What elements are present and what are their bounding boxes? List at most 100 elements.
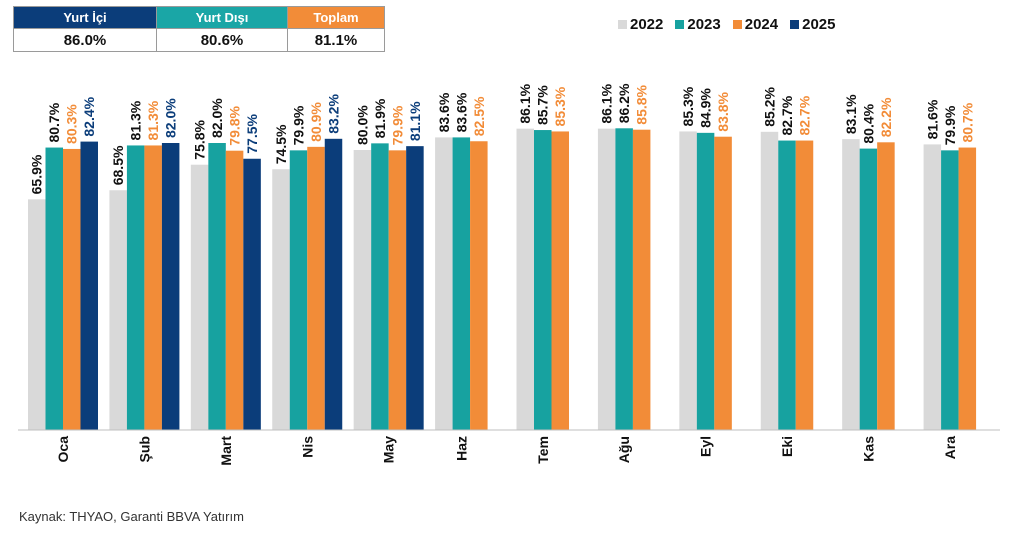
data-label-2022-Tem: 86.1% <box>517 83 533 123</box>
data-label-2022-Nis: 74.5% <box>273 124 289 164</box>
bar-2024-Mart <box>225 150 244 430</box>
data-label-2024-Şub: 81.3% <box>145 100 161 140</box>
data-label-2023-Oca: 80.7% <box>46 102 62 142</box>
bar-2023-May <box>371 143 389 430</box>
legend-label-2023: 2023 <box>687 16 721 33</box>
bar-2022-Şub <box>109 190 127 430</box>
chart-legend: 2022 2023 2024 2025 <box>618 16 836 33</box>
bar-2022-May <box>353 150 372 430</box>
bar-2022-Ara <box>923 144 942 430</box>
bar-2022-Ağu <box>597 128 616 430</box>
data-label-2024-May: 79.9% <box>389 105 405 145</box>
bar-2023-Haz <box>452 137 471 430</box>
bar-2023-Tem <box>534 130 552 431</box>
data-label-2024-Haz: 82.5% <box>471 96 487 136</box>
legend-item-2024: 2024 <box>732 16 779 33</box>
data-label-2023-Tem: 85.7% <box>535 85 551 125</box>
data-label-2022-Şub: 68.5% <box>110 145 126 185</box>
bar-2024-Eyl <box>714 136 732 430</box>
data-label-2024-Kas: 82.2% <box>878 97 894 137</box>
data-label-2023-Haz: 83.6% <box>453 92 469 132</box>
bar-2022-Haz <box>435 137 453 430</box>
data-label-2022-Oca: 65.9% <box>29 154 45 194</box>
category-label-Ara: Ara <box>942 436 958 460</box>
data-label-2024-Oca: 80.3% <box>64 104 80 144</box>
bar-2025-Mart <box>243 158 261 430</box>
legend-item-2023: 2023 <box>675 16 721 33</box>
category-label-Tem: Tem <box>535 436 551 464</box>
bar-2022-Nis <box>272 169 290 430</box>
bar-2025-May <box>406 146 424 430</box>
data-label-2024-Eki: 82.7% <box>797 95 813 135</box>
data-label-2024-Ağu: 85.8% <box>634 84 650 124</box>
category-label-Kas: Kas <box>860 436 876 462</box>
data-label-2025-Şub: 82.0% <box>163 98 179 138</box>
bar-2024-Ara <box>958 147 977 431</box>
bar-2025-Şub <box>161 143 180 430</box>
data-label-2024-Eyl: 83.8% <box>715 91 731 131</box>
data-label-2023-Eyl: 84.9% <box>698 88 714 128</box>
bar-2024-Ağu <box>632 129 651 430</box>
bar-2023-Ağu <box>615 128 633 431</box>
legend-swatch-2024 <box>732 20 742 29</box>
bar-2023-Nis <box>289 150 308 430</box>
bar-2025-Oca <box>80 141 98 430</box>
data-label-2025-Mart: 77.5% <box>244 114 260 154</box>
bar-2025-Nis <box>324 138 343 431</box>
bar-2024-Kas <box>877 142 895 431</box>
legend-label-2025: 2025 <box>802 16 836 33</box>
bar-2023-Mart <box>208 143 226 430</box>
category-label-Oca: Oca <box>55 436 71 463</box>
bar-2024-Tem <box>551 131 569 430</box>
data-label-2023-Nis: 79.9% <box>291 105 307 145</box>
bar-2024-Haz <box>470 141 488 430</box>
category-label-Eyl: Eyl <box>698 436 714 457</box>
summary-value-total: 81.1% <box>287 28 385 52</box>
data-label-2024-Mart: 79.8% <box>227 105 243 145</box>
bar-2023-Şub <box>126 145 145 430</box>
data-label-2022-Kas: 83.1% <box>843 94 859 134</box>
summary-header-international: Yurt Dışı <box>156 6 288 29</box>
category-label-Mart: Mart <box>218 436 234 466</box>
bar-2024-Oca <box>63 148 81 430</box>
bar-2022-Tem <box>516 128 534 430</box>
data-label-2023-Şub: 81.3% <box>128 100 144 140</box>
bar-2024-May <box>388 150 407 430</box>
category-label-Nis: Nis <box>299 436 315 458</box>
category-label-Haz: Haz <box>453 436 469 461</box>
data-label-2023-Ara: 79.9% <box>942 105 958 145</box>
legend-label-2024: 2024 <box>744 16 779 33</box>
bar-2024-Şub <box>144 145 162 430</box>
data-label-2023-Mart: 82.0% <box>209 98 225 138</box>
bar-2024-Nis <box>307 146 325 430</box>
data-label-2023-Kas: 80.4% <box>860 103 876 143</box>
bar-2023-Kas <box>859 148 878 430</box>
bar-2023-Eyl <box>696 132 715 430</box>
data-label-2022-Ara: 81.6% <box>924 99 940 139</box>
data-label-2023-May: 81.9% <box>372 98 388 138</box>
data-label-2024-Tem: 85.3% <box>552 86 568 126</box>
source-note: Kaynak: THYAO, Garanti BBVA Yatırım <box>19 509 244 524</box>
category-label-Şub: Şub <box>136 436 152 462</box>
summary-header-domestic: Yurt İçi <box>13 6 157 29</box>
data-label-2022-Ağu: 86.1% <box>599 83 615 123</box>
bar-2022-Kas <box>842 139 860 430</box>
bar-2022-Eki <box>760 131 779 431</box>
summary-value-domestic: 86.0% <box>13 28 157 52</box>
data-label-2022-Eyl: 85.3% <box>680 86 696 126</box>
summary-table: Yurt İçi Yurt Dışı Toplam 86.0% 80.6% 81… <box>13 6 385 52</box>
bar-2022-Oca <box>28 199 46 430</box>
legend-item-2025: 2025 <box>790 16 836 33</box>
bar-2024-Eki <box>795 140 814 431</box>
category-label-Ağu: Ağu <box>616 436 632 463</box>
legend-item-2022: 2022 <box>618 16 663 33</box>
category-label-May: May <box>381 436 397 463</box>
bar-2023-Eki <box>778 140 796 431</box>
legend-swatch-2022 <box>618 20 627 29</box>
category-label-Eki: Eki <box>779 436 795 457</box>
data-label-2025-Nis: 83.2% <box>326 94 342 134</box>
data-label-2022-Haz: 83.6% <box>436 92 452 132</box>
legend-label-2022: 2022 <box>630 16 664 33</box>
data-label-2024-Nis: 80.9% <box>308 102 324 142</box>
